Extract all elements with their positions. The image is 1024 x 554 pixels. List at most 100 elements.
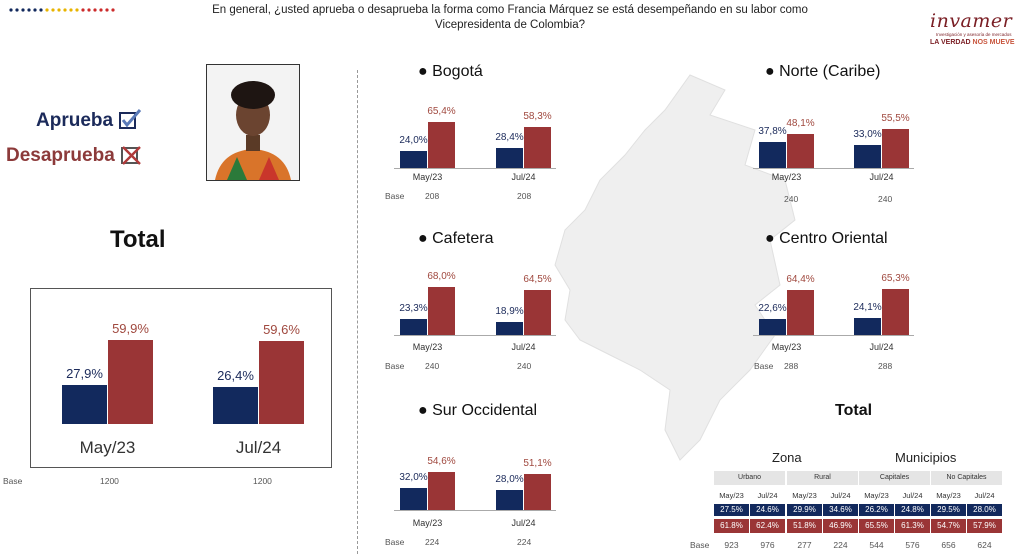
colombia-map-icon [554, 74, 796, 461]
disapprove-value-label: 58,3% [523, 111, 552, 123]
table-group-header: Urbano [714, 471, 785, 485]
approve-value-label: 23,3% [399, 302, 428, 314]
approve-bar [496, 321, 523, 335]
zona-title: Zona [772, 450, 802, 465]
disapprove-bar [882, 129, 909, 168]
disapprove-bar [524, 127, 551, 168]
table-approve-cell: 28.0% [967, 504, 1002, 516]
table-approve-cell: 34.6% [823, 504, 858, 516]
approve-bar [400, 318, 427, 335]
portrait-photo [206, 64, 300, 181]
approve-bar [759, 319, 786, 335]
period-label: May/23 [79, 438, 136, 457]
approve-bar [62, 384, 107, 424]
base-value: 288 [878, 361, 893, 371]
table-base-value: 923 [724, 540, 739, 550]
approve-value-label: 24,1% [853, 302, 882, 314]
disapprove-bar [882, 289, 909, 335]
base-value: 224 [425, 537, 440, 547]
summary-title: Total [835, 402, 873, 419]
disapprove-value-label: 51,1% [523, 458, 552, 470]
disapprove-value-label: 55,5% [881, 113, 910, 125]
total-title: Total [110, 226, 166, 253]
disapprove-bar [524, 474, 551, 510]
disapprove-bar [524, 289, 551, 335]
disapprove-bar [428, 471, 455, 510]
logo-subtitle: Investigación y asesoría de mercados [936, 32, 1012, 37]
disapprove-value-label: 65,3% [881, 273, 910, 285]
table-period-label: May/23 [936, 491, 961, 500]
approve-value-label: 18,9% [495, 305, 524, 317]
period-label: May/23 [771, 172, 802, 182]
approve-bar [854, 144, 881, 168]
region-title-centro-oriental: ● Centro Oriental [765, 230, 888, 247]
table-approve-cell: 29.5% [931, 504, 966, 516]
disapprove-value-label: 64,5% [523, 273, 552, 285]
base-value: 1200 [100, 476, 119, 486]
disapprove-bar [787, 134, 814, 168]
table-period-label: Jul/24 [902, 491, 923, 500]
table-base-value: 576 [905, 540, 920, 550]
period-label: May/23 [412, 172, 443, 182]
checked-box-icon [119, 109, 142, 129]
disapprove-bar [259, 340, 304, 424]
approve-value-label: 27,9% [66, 365, 103, 381]
invamer-logo: invamer Investigación y asesoría de merc… [930, 10, 1020, 46]
legend-disapprove: Desaprueba [6, 143, 144, 167]
disapprove-bar [428, 122, 455, 168]
chart-baseline [394, 510, 556, 511]
table-approve-cell: 24.6% [750, 504, 785, 516]
region-title-cafetera: ● Cafetera [418, 230, 494, 247]
base-label: Base [3, 476, 23, 486]
base-value: 240 [878, 194, 893, 204]
period-label: May/23 [412, 518, 443, 528]
approve-bar [400, 151, 427, 168]
base-value: 1200 [253, 476, 272, 486]
table-group-header: Capitales [859, 471, 930, 485]
approve-bar [854, 318, 881, 335]
base-value: 240 [784, 194, 799, 204]
approve-value-label: 32,0% [399, 471, 428, 483]
period-label: Jul/24 [511, 172, 536, 182]
disapprove-bar [108, 340, 153, 424]
approve-bar [213, 387, 258, 424]
disapprove-value-label: 54,6% [427, 455, 456, 467]
disapprove-value-label: 59,9% [112, 321, 149, 337]
disapprove-value-label: 68,0% [427, 271, 456, 283]
table-approve-cell: 26.2% [859, 504, 894, 516]
base-value: 288 [784, 361, 799, 371]
table-approve-cell: 24.8% [895, 504, 930, 516]
approve-value-label: 22,6% [758, 303, 787, 315]
table-group-header: No Capitales [931, 471, 1002, 485]
base-label: Base [385, 191, 405, 201]
approve-bar [496, 490, 523, 510]
table-approve-cell: 27.5% [714, 504, 749, 516]
disapprove-bar [787, 289, 814, 335]
table-period-label: Jul/24 [830, 491, 851, 500]
legend-approve: Aprueba [36, 108, 142, 132]
total-chart-frame [30, 288, 332, 468]
table-period-label: May/23 [719, 491, 744, 500]
table-period-label: May/23 [864, 491, 889, 500]
base-value: 240 [425, 361, 440, 371]
logo-tagline: LA VERDAD NOS MUEVE [930, 39, 1015, 46]
table-base-value: 656 [941, 540, 956, 550]
table-disapprove-cell: 46.9% [823, 519, 858, 533]
table-base-value: 544 [869, 540, 884, 550]
disapprove-bar [428, 287, 455, 335]
base-label: Base [385, 361, 405, 371]
table-disapprove-cell: 54.7% [931, 519, 966, 533]
table-approve-cell: 29.9% [787, 504, 822, 516]
period-label: Jul/24 [869, 172, 894, 182]
disapprove-value-label: 48,1% [786, 118, 815, 130]
base-label: Base [385, 537, 405, 547]
region-title-sur-occidental: ● Sur Occidental [418, 402, 538, 419]
table-disapprove-cell: 61.3% [895, 519, 930, 533]
table-base-value: 224 [833, 540, 848, 550]
municipios-title: Municipios [895, 450, 957, 465]
table-base-value: 624 [977, 540, 992, 550]
chart-baseline [394, 168, 556, 169]
approve-bar [400, 487, 427, 510]
period-label: May/23 [412, 342, 443, 352]
period-label: Jul/24 [511, 518, 536, 528]
